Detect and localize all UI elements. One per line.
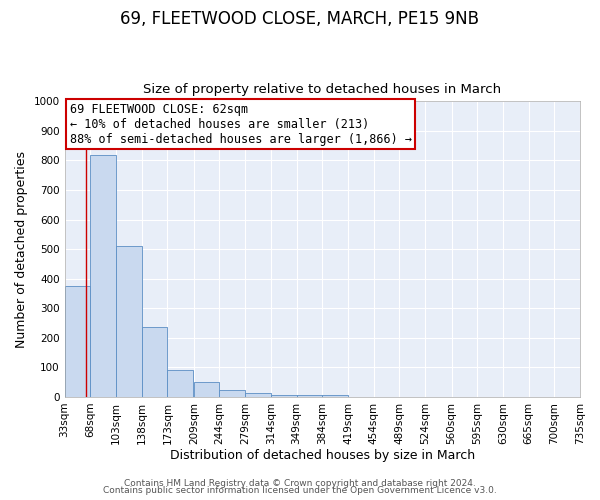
Text: Contains public sector information licensed under the Open Government Licence v3: Contains public sector information licen…: [103, 486, 497, 495]
Title: Size of property relative to detached houses in March: Size of property relative to detached ho…: [143, 83, 502, 96]
Bar: [271, 394, 296, 397]
Bar: [142, 328, 167, 397]
Bar: [322, 396, 348, 397]
X-axis label: Distribution of detached houses by size in March: Distribution of detached houses by size …: [170, 450, 475, 462]
Bar: [65, 286, 90, 397]
Bar: [167, 370, 193, 397]
Text: 69, FLEETWOOD CLOSE, MARCH, PE15 9NB: 69, FLEETWOOD CLOSE, MARCH, PE15 9NB: [121, 10, 479, 28]
Text: Contains HM Land Registry data © Crown copyright and database right 2024.: Contains HM Land Registry data © Crown c…: [124, 478, 476, 488]
Bar: [116, 246, 142, 397]
Bar: [90, 154, 116, 397]
Bar: [245, 392, 271, 397]
Bar: [296, 396, 322, 397]
Y-axis label: Number of detached properties: Number of detached properties: [15, 150, 28, 348]
Text: 69 FLEETWOOD CLOSE: 62sqm
← 10% of detached houses are smaller (213)
88% of semi: 69 FLEETWOOD CLOSE: 62sqm ← 10% of detac…: [70, 103, 412, 146]
Bar: [220, 390, 245, 397]
Bar: [194, 382, 220, 397]
